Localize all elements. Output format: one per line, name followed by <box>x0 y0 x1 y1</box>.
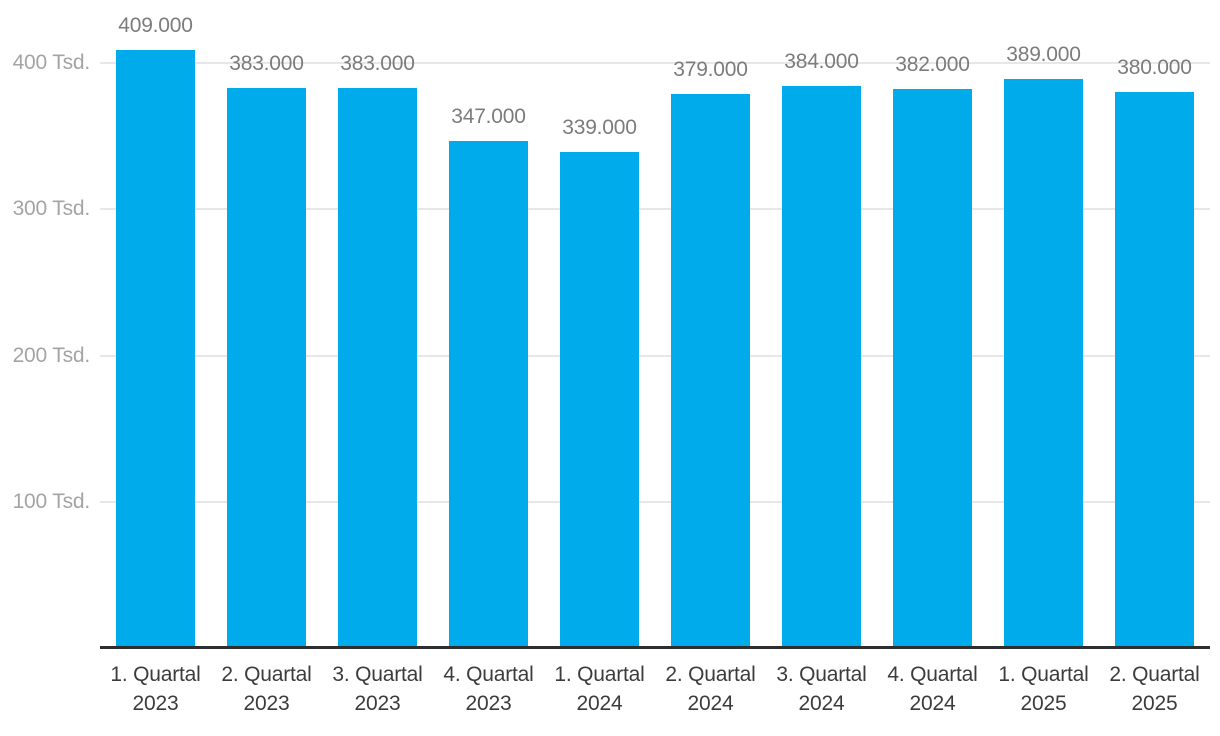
bar[interactable] <box>227 87 306 648</box>
y-axis-tick-label: 300 Tsd. <box>12 197 91 221</box>
bar-value-label: 347.000 <box>451 104 526 128</box>
x-axis-category-label: 1. Quartal 2023 <box>100 660 211 718</box>
bar[interactable] <box>893 89 972 648</box>
x-axis-category-label: 2. Quartal 2025 <box>1099 660 1210 718</box>
bar[interactable] <box>116 49 195 648</box>
bar-value-label: 384.000 <box>784 50 859 74</box>
x-axis-category-label: 2. Quartal 2023 <box>211 660 322 718</box>
x-axis-label-line: 2023 <box>243 692 290 715</box>
x-axis-category-label: 3. Quartal 2023 <box>322 660 433 718</box>
x-axis-label-line: 2024 <box>909 692 956 715</box>
bar-value-label: 380.000 <box>1117 56 1192 80</box>
bar[interactable] <box>671 93 750 648</box>
bar[interactable] <box>449 140 528 648</box>
bar-value-label: 382.000 <box>895 53 970 77</box>
gridline <box>100 208 1210 211</box>
x-axis-label-line: 1. Quartal <box>110 663 201 686</box>
x-axis-label-line: 2. Quartal <box>221 663 312 686</box>
bar-value-label: 379.000 <box>673 57 748 81</box>
x-axis-category-label: 4. Quartal 2024 <box>877 660 988 718</box>
gridline <box>100 354 1210 357</box>
bar-value-label: 389.000 <box>1006 43 1081 67</box>
bar[interactable] <box>338 87 417 648</box>
x-axis-category-label: 4. Quartal 2023 <box>433 660 544 718</box>
x-axis-category-label: 3. Quartal 2024 <box>766 660 877 718</box>
bar[interactable] <box>1115 92 1194 649</box>
x-axis-label-line: 2024 <box>576 692 623 715</box>
x-axis-label-line: 2025 <box>1131 692 1178 715</box>
x-axis-label-line: 4. Quartal <box>443 663 534 686</box>
x-axis-label-line: 2023 <box>354 692 401 715</box>
x-axis-label-line: 2024 <box>798 692 845 715</box>
y-axis-tick-label: 400 Tsd. <box>12 51 91 74</box>
x-axis-label-line: 2024 <box>687 692 734 715</box>
x-axis-label-line: 3. Quartal <box>776 663 867 686</box>
gridline <box>100 62 1210 64</box>
x-axis-label-line: 1. Quartal <box>554 663 645 686</box>
x-axis-label-line: 2025 <box>1020 692 1067 715</box>
bar[interactable] <box>1004 79 1083 648</box>
x-axis-label-line: 2023 <box>132 692 179 715</box>
x-axis-label-line: 3. Quartal <box>332 663 423 686</box>
x-axis-label-line: 1. Quartal <box>998 663 1089 686</box>
y-axis-tick-label: 200 Tsd. <box>12 343 91 367</box>
x-axis-category-label: 1. Quartal 2025 <box>988 660 1099 718</box>
bar-value-label: 339.000 <box>562 116 637 140</box>
x-axis-label-line: 2. Quartal <box>1109 663 1200 686</box>
y-axis-tick-label: 100 Tsd. <box>12 489 91 513</box>
gridline <box>100 500 1210 503</box>
x-axis-label-line: 2023 <box>465 692 512 715</box>
bar[interactable] <box>782 86 861 648</box>
x-axis-category-label: 1. Quartal 2024 <box>544 660 655 718</box>
x-axis-line <box>100 646 1210 649</box>
x-axis-label-line: 2. Quartal <box>665 663 756 686</box>
bar-value-label: 383.000 <box>340 51 415 75</box>
x-axis-label-line: 4. Quartal <box>887 663 978 686</box>
bar[interactable] <box>560 152 639 648</box>
x-axis-category-label: 2. Quartal 2024 <box>655 660 766 718</box>
bar-value-label: 383.000 <box>229 51 304 75</box>
bar-value-label: 409.000 <box>118 13 193 37</box>
